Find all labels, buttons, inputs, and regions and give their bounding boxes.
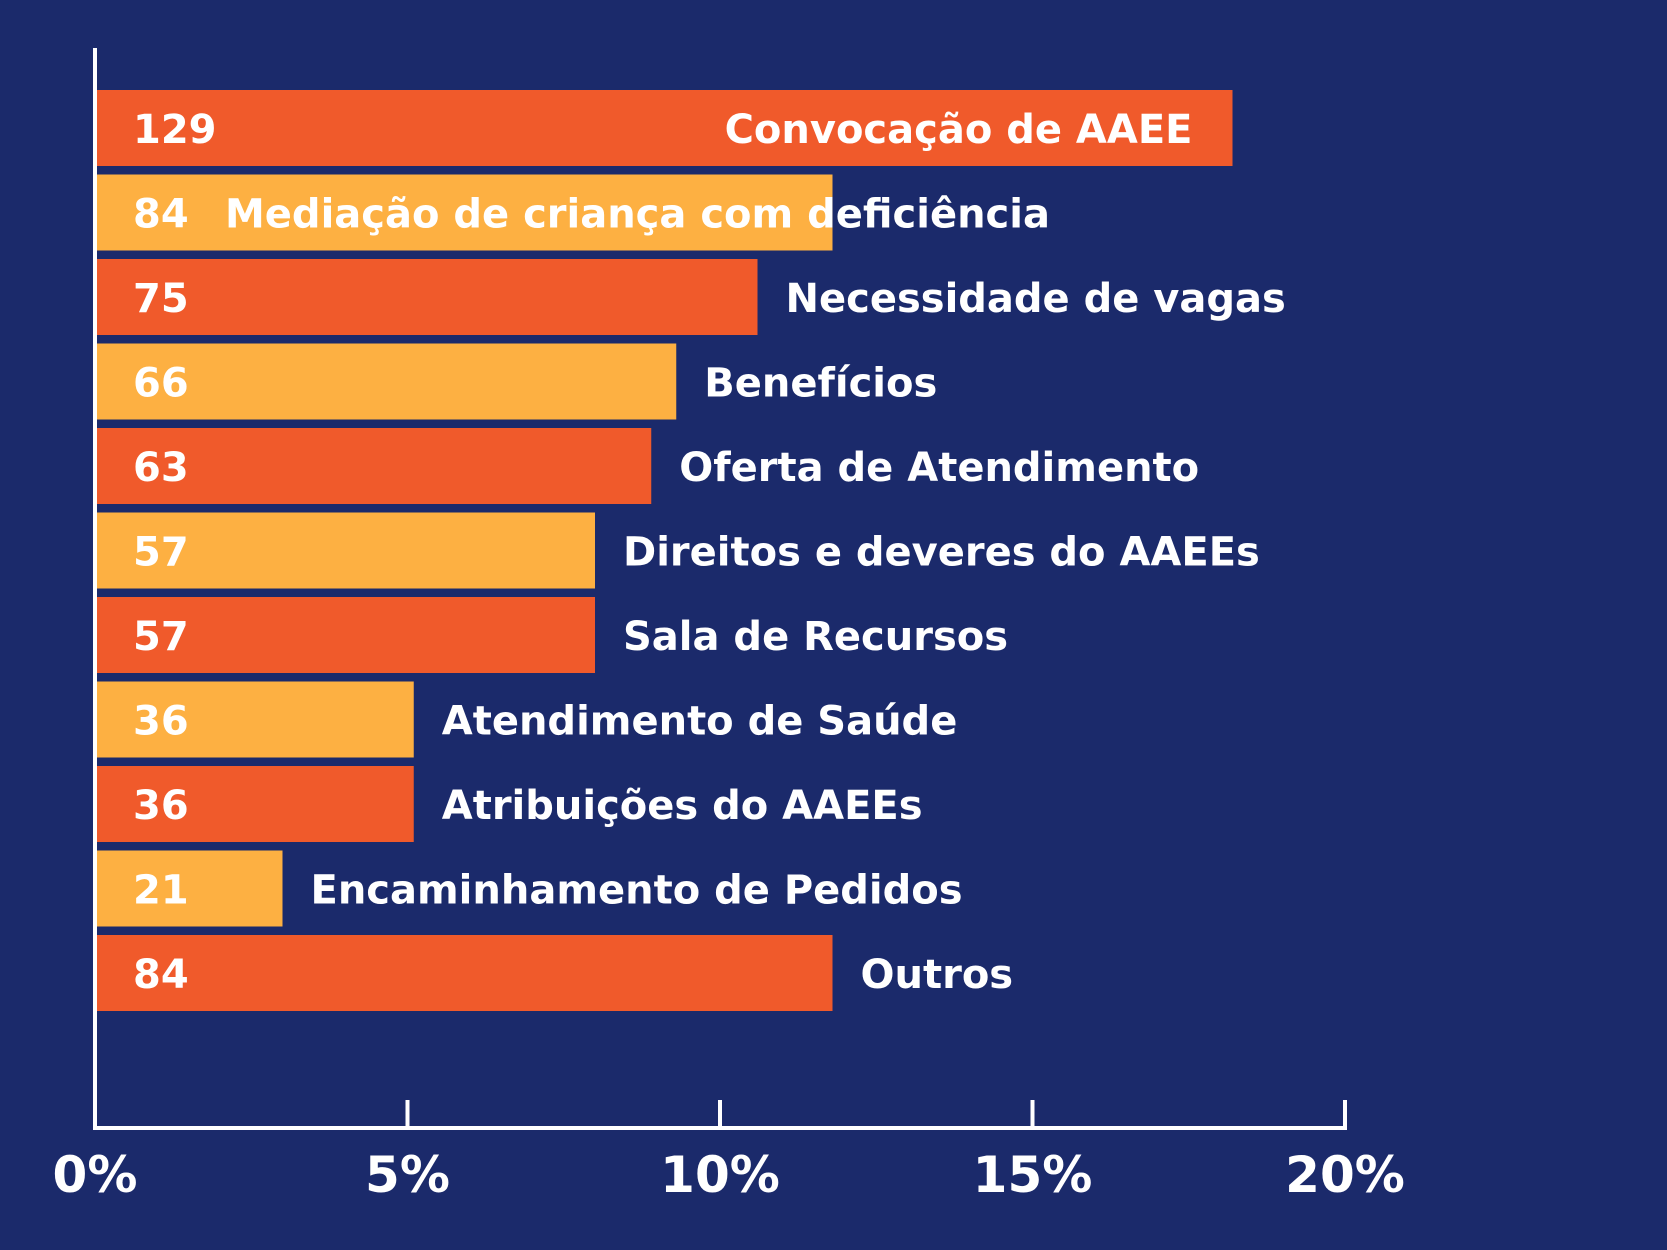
bar-value-label: 84 (133, 952, 189, 998)
bar (95, 512, 595, 589)
bar-value-label: 57 (133, 530, 189, 576)
bar (95, 343, 677, 420)
x-tick-label: 10% (660, 1146, 780, 1204)
bar (95, 428, 652, 504)
bar (95, 681, 414, 758)
bar (95, 597, 595, 673)
bar-category-label: Outros (861, 952, 1014, 998)
x-ticks-group: 0% 5% 10% 15% 20% (53, 1100, 1405, 1204)
bar (95, 259, 758, 335)
bar-value-label: 66 (133, 361, 189, 407)
bar (95, 850, 283, 927)
bar-value-label: 36 (133, 783, 189, 829)
bar (95, 174, 833, 251)
bar-category-label: Sala de Recursos (623, 614, 1008, 660)
bar-category-label: Atendimento de Saúde (442, 699, 958, 745)
x-tick-label: 20% (1285, 1146, 1405, 1204)
bar-value-label: 21 (133, 868, 189, 914)
bars-group: 129 Convocação de AAEE 84 Mediação de crian… (95, 90, 1286, 1011)
bar-category-label: Necessidade de vagas (786, 276, 1286, 322)
bar-category-label: Oferta de Atendimento (679, 445, 1199, 491)
x-tick-label: 0% (53, 1146, 138, 1204)
bar-category-label: Atribuições do AAEEs (442, 783, 923, 829)
bar-category-label: Benefícios (704, 361, 937, 407)
x-tick-label: 5% (365, 1146, 450, 1204)
bar-category-label: Mediação de criança com deficiência (225, 192, 1050, 238)
bar (95, 90, 1233, 166)
bar (95, 766, 414, 842)
bar-value-label: 75 (133, 276, 189, 322)
bar-value-label: 129 (133, 107, 217, 153)
bar-value-label: 57 (133, 614, 189, 660)
bar (95, 935, 833, 1011)
bar-value-label: 84 (133, 192, 189, 238)
x-tick-label: 15% (973, 1146, 1093, 1204)
bar-category-label: Encaminhamento de Pedidos (311, 868, 963, 914)
bar-value-label: 63 (133, 445, 189, 491)
bar-category-label: Direitos e deveres do AAEEs (623, 530, 1260, 576)
bar-value-label: 36 (133, 699, 189, 745)
bar-category-label: Convocação de AAEE (725, 107, 1193, 153)
